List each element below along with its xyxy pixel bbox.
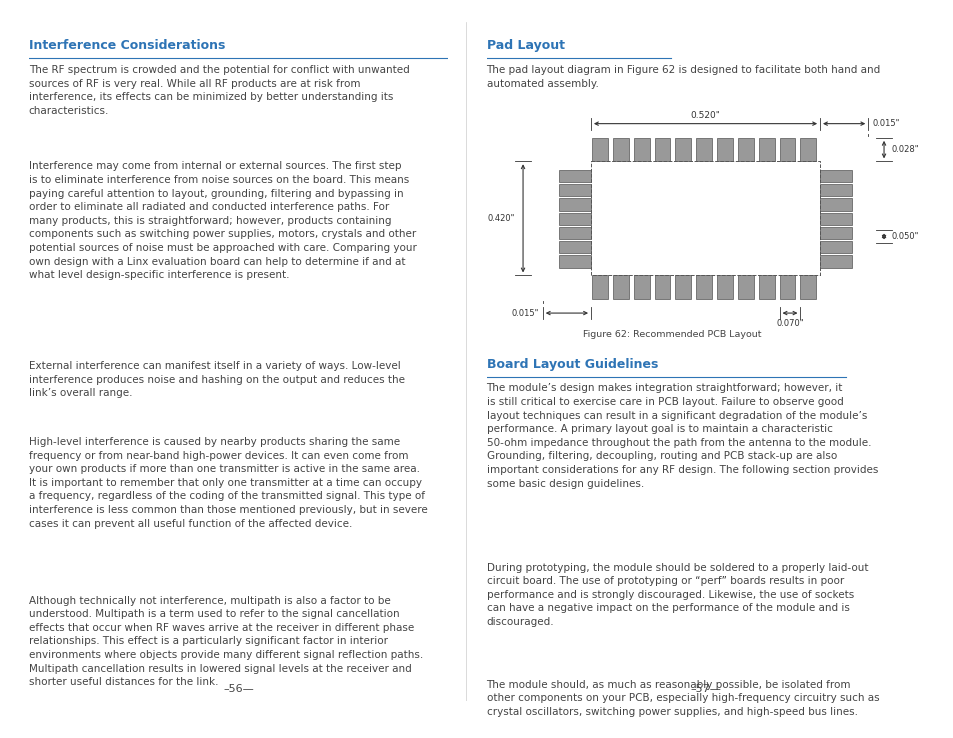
Bar — [738, 138, 753, 162]
Bar — [779, 275, 795, 299]
Bar — [613, 275, 628, 299]
Bar — [613, 138, 628, 162]
Bar — [820, 255, 852, 268]
Bar — [820, 199, 852, 210]
Bar — [820, 170, 852, 182]
Bar — [558, 241, 590, 253]
Bar — [558, 213, 590, 225]
Bar — [800, 275, 816, 299]
Bar — [558, 184, 590, 196]
Text: 0.015": 0.015" — [871, 119, 899, 128]
Text: 0.420": 0.420" — [487, 214, 515, 223]
Bar — [558, 170, 590, 182]
Text: –57—: –57— — [690, 684, 720, 694]
Text: 0.050": 0.050" — [891, 232, 919, 241]
Text: The module should, as much as reasonably possible, be isolated from
other compon: The module should, as much as reasonably… — [486, 680, 879, 717]
Bar — [820, 241, 852, 253]
Text: Pad Layout: Pad Layout — [486, 39, 564, 52]
Bar — [738, 275, 753, 299]
Bar — [717, 275, 732, 299]
Bar — [696, 138, 711, 162]
Text: During prototyping, the module should be soldered to a properly laid-out
circuit: During prototyping, the module should be… — [486, 562, 867, 627]
Bar — [820, 213, 852, 225]
Text: The RF spectrum is crowded and the potential for conflict with unwanted
sources : The RF spectrum is crowded and the poten… — [29, 65, 409, 116]
Bar — [654, 275, 670, 299]
Bar — [592, 275, 607, 299]
Bar — [633, 138, 649, 162]
Text: The pad layout diagram in Figure 62 is designed to facilitate both hand and
auto: The pad layout diagram in Figure 62 is d… — [486, 65, 880, 89]
Text: –56—: –56— — [223, 684, 253, 694]
Bar — [558, 199, 590, 210]
Bar — [800, 138, 816, 162]
Text: Interference may come from internal or external sources. The first step
is to el: Interference may come from internal or e… — [29, 162, 416, 280]
Text: External interference can manifest itself in a variety of ways. Low-level
interf: External interference can manifest itsel… — [29, 362, 404, 399]
Text: Board Layout Guidelines: Board Layout Guidelines — [486, 357, 658, 370]
Bar — [696, 275, 711, 299]
Bar — [717, 138, 732, 162]
Text: Interference Considerations: Interference Considerations — [29, 39, 225, 52]
Text: 0.015": 0.015" — [511, 308, 538, 317]
Bar — [633, 275, 649, 299]
Bar — [675, 275, 691, 299]
Bar — [592, 138, 607, 162]
Text: The module’s design makes integration straightforward; however, it
is still crit: The module’s design makes integration st… — [486, 383, 877, 489]
Bar — [758, 275, 774, 299]
Text: Although technically not interference, multipath is also a factor to be
understo: Although technically not interference, m… — [29, 596, 422, 687]
Bar — [558, 255, 590, 268]
Bar — [758, 138, 774, 162]
Text: 0.028": 0.028" — [891, 145, 919, 154]
Bar — [558, 227, 590, 239]
Text: 0.520": 0.520" — [690, 111, 720, 120]
Bar — [779, 138, 795, 162]
Bar — [675, 138, 691, 162]
Bar — [654, 138, 670, 162]
Bar — [820, 184, 852, 196]
Text: High-level interference is caused by nearby products sharing the same
frequency : High-level interference is caused by nea… — [29, 437, 427, 528]
Text: Figure 62: Recommended PCB Layout: Figure 62: Recommended PCB Layout — [582, 331, 760, 339]
Bar — [820, 227, 852, 239]
Text: 0.070": 0.070" — [776, 319, 803, 328]
